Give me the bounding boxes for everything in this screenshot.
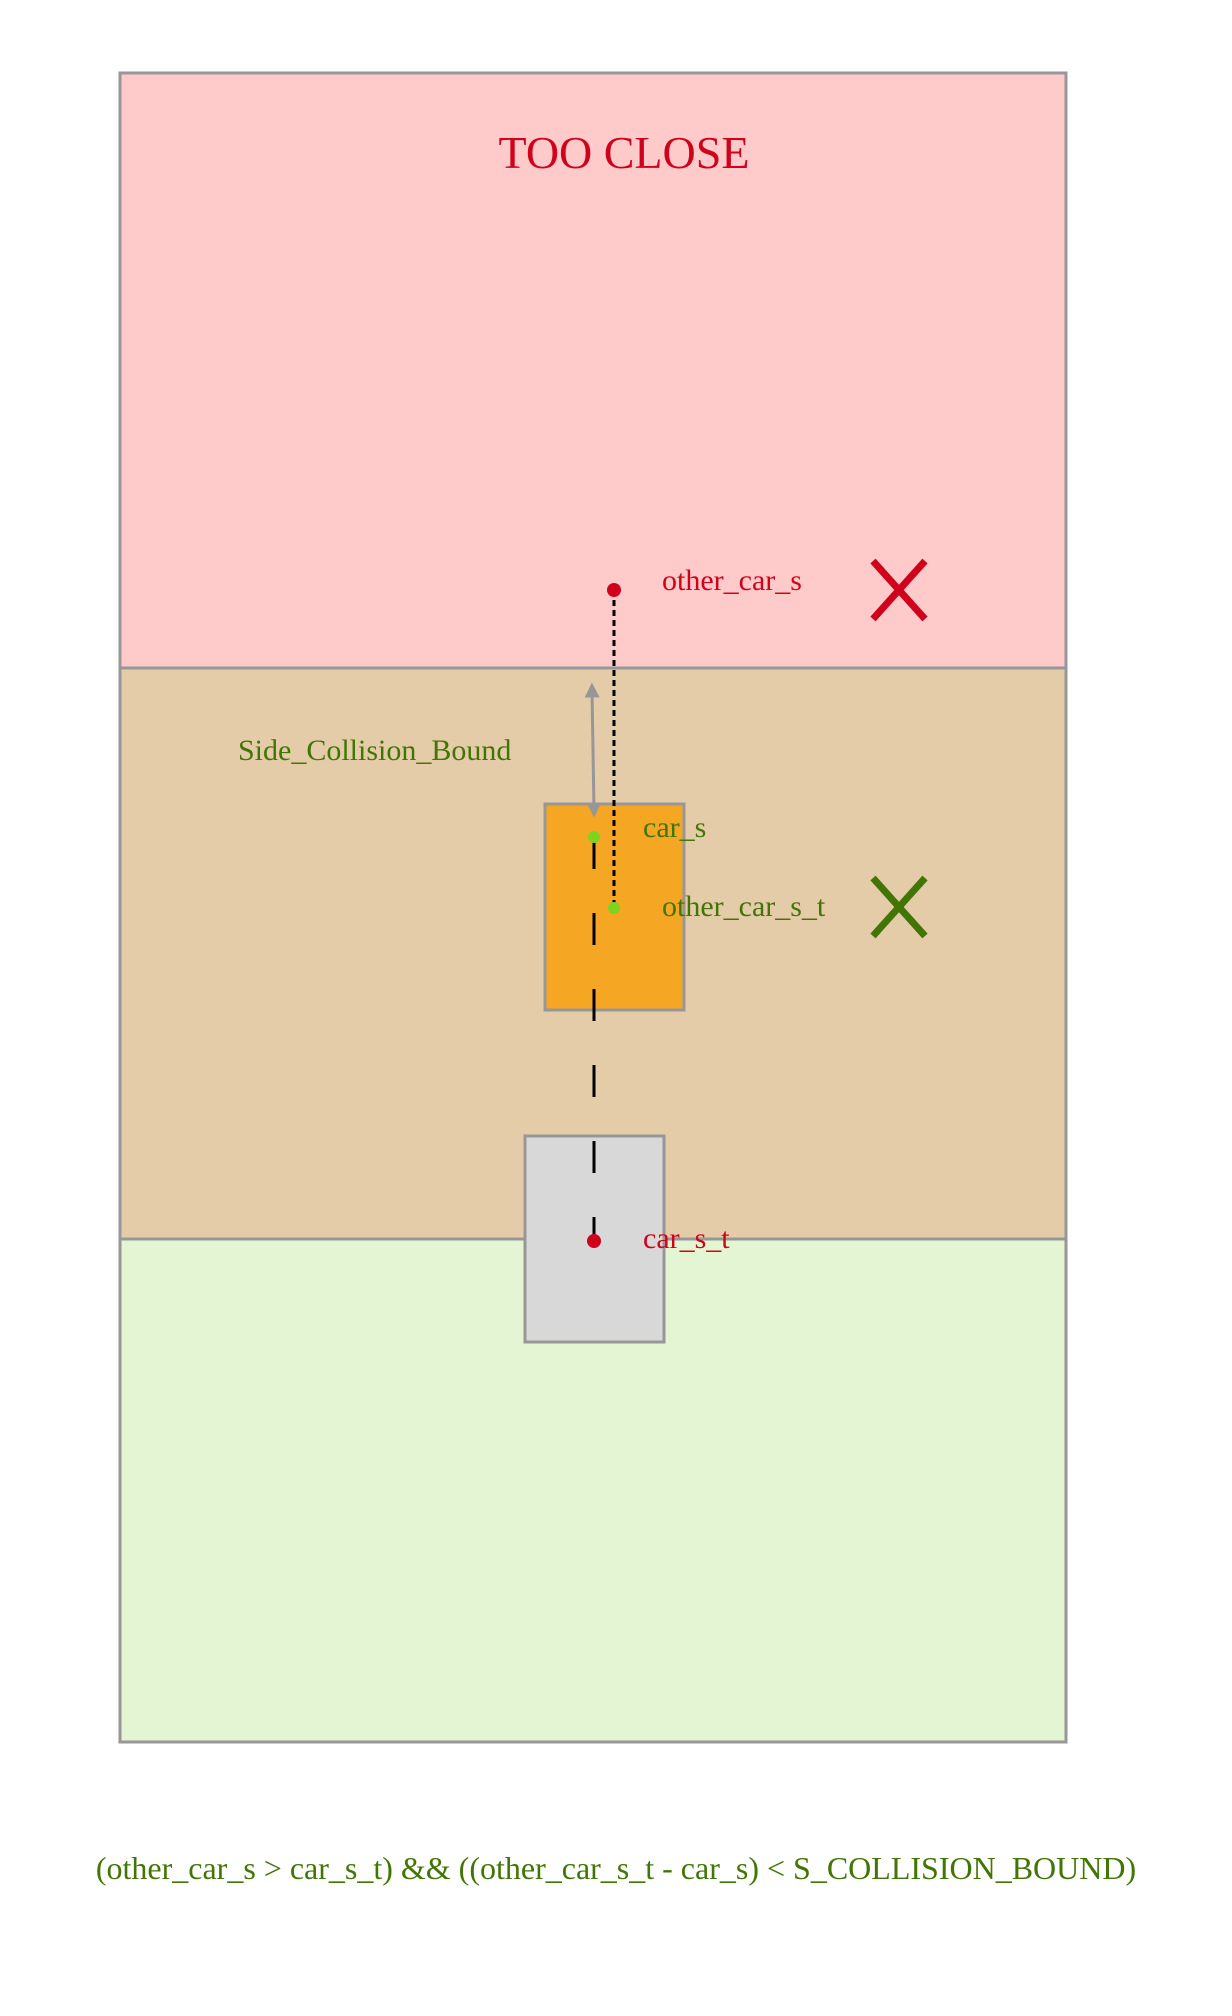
- x-mark-icon: [870, 558, 928, 622]
- zone-too-close: [118, 71, 1068, 670]
- car-s-point: [588, 831, 600, 843]
- side-collision-bound-label: Side_Collision_Bound: [238, 734, 511, 767]
- other-car-s-t-label: other_car_s_t: [662, 890, 826, 923]
- other-car-s-t-point: [608, 902, 620, 914]
- car-s-t-label: car_s_t: [643, 1222, 730, 1255]
- other-car-s-point: [607, 583, 621, 597]
- side-collision-bound-arrow: [584, 682, 602, 818]
- car-s-label: car_s: [643, 811, 706, 844]
- zone-title: TOO CLOSE: [499, 127, 750, 178]
- collision-condition-formula: (other_car_s > car_s_t) && ((other_car_s…: [95, 1850, 1137, 1886]
- car-s-t-point: [587, 1234, 601, 1248]
- x-mark-icon: [870, 875, 928, 939]
- other-car-s-label: other_car_s: [662, 564, 802, 597]
